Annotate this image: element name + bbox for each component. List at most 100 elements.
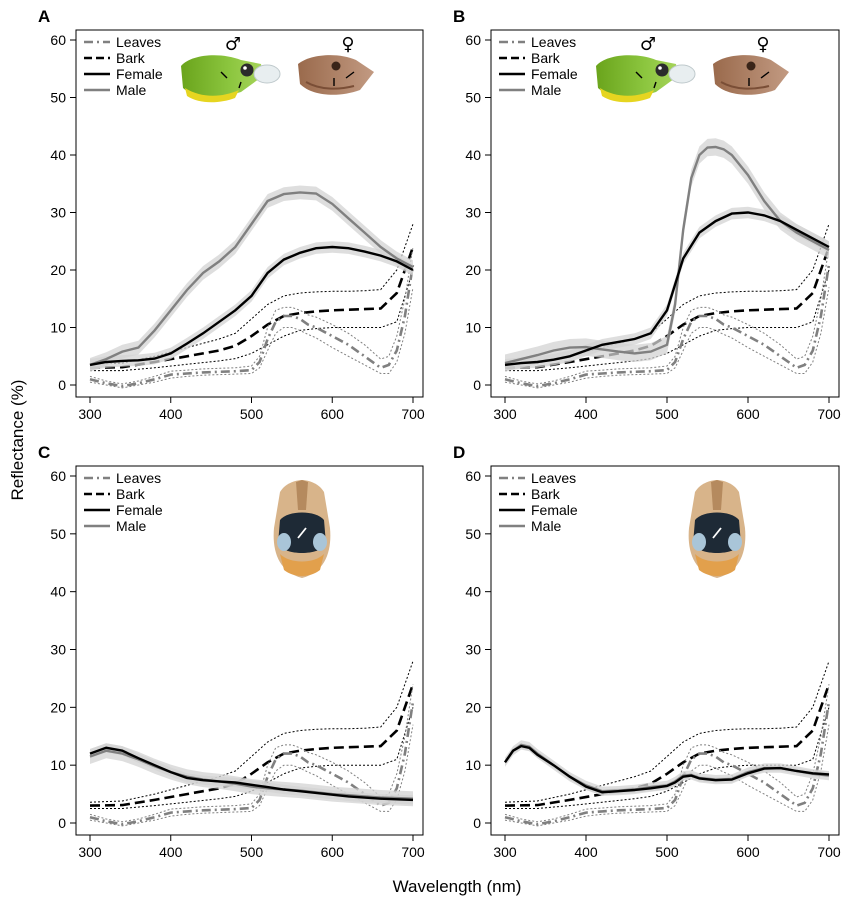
panel-letter: B [453, 7, 465, 26]
leaves-lower-bound [504, 724, 830, 827]
y-tick-label: 40 [465, 584, 481, 600]
x-tick-label: 700 [817, 844, 841, 860]
x-tick-label: 700 [817, 406, 841, 422]
leaves-lower-bound [504, 287, 830, 389]
series-line-bark [504, 246, 831, 370]
y-tick-label: 50 [50, 526, 66, 542]
bark-lower-bound [505, 707, 830, 809]
x-tick-label: 700 [401, 406, 425, 422]
y-axis-title: Reflectance (%) [8, 380, 27, 501]
y-tick-label: 40 [50, 147, 66, 163]
legend-label-bark: Bark [116, 486, 146, 502]
y-tick-label: 10 [50, 320, 66, 336]
x-tick-label: 300 [78, 406, 102, 422]
panel-letter: D [453, 443, 465, 462]
x-tick-label: 400 [159, 406, 183, 422]
x-tick-label: 400 [159, 844, 183, 860]
legend-label-male: Male [531, 82, 562, 98]
y-tick-label: 20 [50, 262, 66, 278]
plot-frame [490, 29, 840, 398]
series-line-leaves [504, 701, 831, 826]
x-tick-label: 300 [493, 406, 517, 422]
band-female [90, 241, 413, 371]
legend-label-bark: Bark [531, 486, 561, 502]
y-tick-label: 30 [50, 642, 66, 658]
leaves-upper-bound [89, 684, 414, 823]
y-tick-label: 10 [465, 320, 481, 336]
y-tick-label: 10 [465, 757, 481, 773]
band-male [90, 185, 413, 372]
female-frog-photo: ♀ [713, 34, 789, 95]
male-frog-photo: ♂ [181, 34, 281, 103]
series-line-leaves [89, 264, 415, 388]
x-tick-label: 300 [493, 844, 517, 860]
x-tick-label: 600 [321, 406, 345, 422]
series-line-female [504, 211, 830, 367]
plot-frame [490, 465, 840, 836]
panel-letter: A [38, 7, 50, 26]
x-tick-label: 700 [401, 844, 425, 860]
bark-lower-bound [505, 269, 830, 372]
series-line-female [504, 744, 830, 794]
x-tick-label: 600 [736, 844, 760, 860]
y-tick-label: 50 [465, 526, 481, 542]
y-tick-label: 0 [58, 815, 66, 831]
bark-upper-bound [89, 223, 414, 365]
x-tick-label: 500 [655, 844, 679, 860]
x-tick-label: 600 [736, 406, 760, 422]
throat-photo [688, 480, 746, 578]
x-tick-label: 500 [240, 844, 264, 860]
legend-label-bark: Bark [116, 50, 146, 66]
y-tick-label: 60 [50, 32, 66, 48]
y-tick-label: 10 [50, 757, 66, 773]
bark-upper-bound [89, 660, 414, 803]
x-tick-label: 400 [574, 844, 598, 860]
y-tick-label: 20 [465, 699, 481, 715]
y-tick-label: 30 [50, 205, 66, 221]
series-line-leaves [89, 701, 415, 826]
y-tick-label: 30 [465, 205, 481, 221]
x-tick-label: 600 [321, 844, 345, 860]
leaves-upper-bound [504, 246, 830, 385]
legend-label-female: Female [531, 66, 578, 82]
legend-label-leaves: Leaves [531, 34, 576, 50]
series-line-leaves [504, 264, 831, 388]
y-tick-label: 20 [465, 262, 481, 278]
male-symbol: ♂ [640, 34, 656, 55]
y-tick-label: 40 [50, 584, 66, 600]
legend-label-bark: Bark [531, 50, 561, 66]
panel-d: D 0 10 20 30 40 50 60 300 400 500 600 700 LeavesBarkF… [453, 443, 841, 860]
y-tick-label: 50 [465, 90, 481, 106]
male-frog-photo: ♂ [596, 34, 696, 103]
y-tick-label: 20 [50, 699, 66, 715]
y-tick-label: 60 [465, 468, 481, 484]
legend-label-leaves: Leaves [531, 470, 576, 486]
panel-c: C 0 10 20 30 40 50 60 300 400 500 600 700 LeavesBarkF… [38, 443, 425, 860]
legend-label-female: Female [116, 66, 163, 82]
panel-letter: C [38, 443, 50, 462]
y-tick-label: 60 [465, 32, 481, 48]
series-line-female [89, 746, 414, 802]
leaves-upper-bound [504, 684, 830, 823]
series-line-female [89, 245, 414, 367]
female-symbol: ♀ [756, 34, 769, 55]
legend-label-male: Male [116, 82, 147, 98]
y-tick-label: 30 [465, 642, 481, 658]
legend-label-female: Female [116, 502, 163, 518]
y-tick-label: 0 [473, 815, 481, 831]
x-axis-title: Wavelength (nm) [393, 877, 522, 896]
series-line-bark [504, 683, 831, 807]
plot-frame [75, 465, 424, 836]
female-frog-photo: ♀ [298, 34, 374, 95]
panel-b: B 0 10 20 30 40 50 60 300 400 500 600 700 LeavesBarkF… [453, 7, 841, 422]
x-tick-label: 300 [78, 844, 102, 860]
male-symbol: ♂ [225, 34, 241, 55]
y-tick-label: 60 [50, 468, 66, 484]
legend-label-leaves: Leaves [116, 470, 161, 486]
y-tick-label: 50 [50, 90, 66, 106]
y-tick-label: 40 [465, 147, 481, 163]
